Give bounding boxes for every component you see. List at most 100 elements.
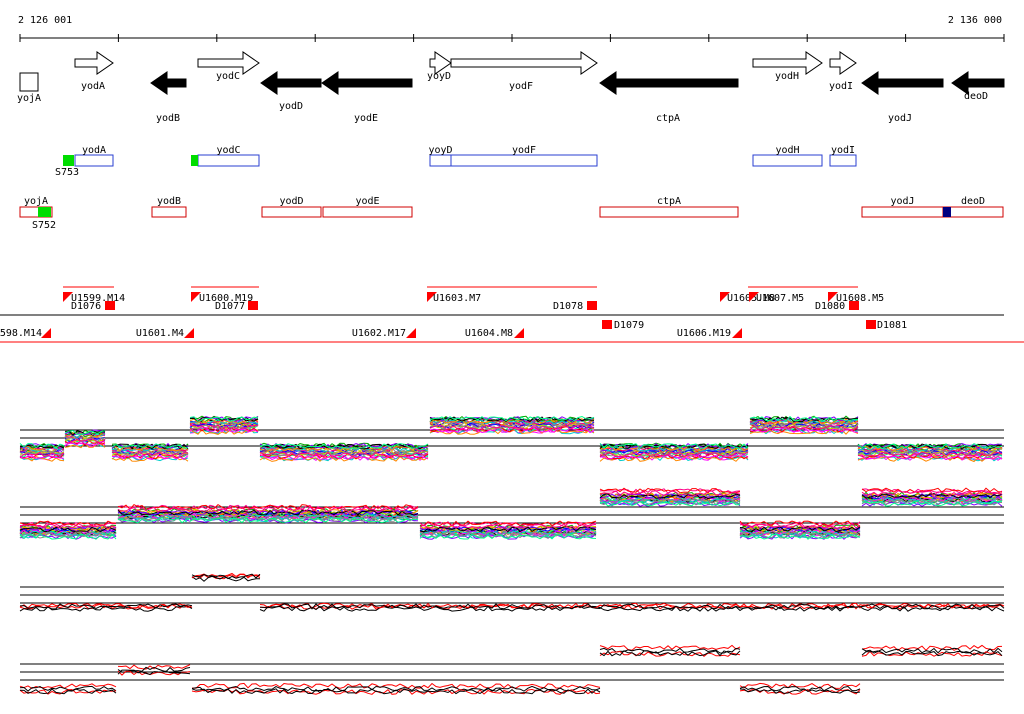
reverse-region-label: yodE xyxy=(355,196,379,207)
forward-region-track: yodA yodC yoyD yodF yodH yodI S753 xyxy=(55,145,857,178)
upstream-feature-flag xyxy=(184,328,194,338)
upstream-feature-flag xyxy=(41,328,51,338)
reverse-region-box xyxy=(942,206,1004,218)
profile-line xyxy=(19,650,1003,695)
forward-region-label: yodF xyxy=(512,145,536,156)
promoter-site-marker xyxy=(63,155,74,166)
profile-line xyxy=(19,644,1003,689)
reverse-region-track: yojA yodB yodD yodE ctpA yodJ deoD S752 xyxy=(19,196,1004,231)
forward-region-label: yodH xyxy=(775,145,799,156)
gene-arrow xyxy=(260,71,322,95)
coordinate-ruler: 2 126 001 2 136 000 xyxy=(18,15,1005,42)
profile-line xyxy=(19,572,1005,609)
feature-label: U1608.M5 xyxy=(836,293,884,304)
reverse-region-box xyxy=(322,206,413,218)
upstream-feature-flag xyxy=(406,328,416,338)
reverse-region-label: yojA xyxy=(24,196,48,207)
feature-label: U1600.M19 xyxy=(199,293,253,304)
feature-label: U1604.M8 xyxy=(465,328,513,339)
profile-line xyxy=(19,500,1003,540)
upstream-feature-flag xyxy=(828,292,838,302)
forward-region-label: yodA xyxy=(82,145,106,156)
gene-arrow xyxy=(861,71,944,95)
upstream-feature-flag xyxy=(63,292,73,302)
feature-label: U1607.M5 xyxy=(756,293,804,304)
expression-profile-tracks xyxy=(19,415,1005,695)
feature-label: U1599.M14 xyxy=(71,293,125,304)
downstream-feature-box xyxy=(587,301,597,310)
promoter-site-marker xyxy=(38,207,51,217)
reverse-region-label: yodJ xyxy=(890,196,914,207)
upstream-feature-flag xyxy=(732,328,742,338)
upstream-feature-flag xyxy=(720,292,730,302)
gene-label: yodH xyxy=(775,71,799,82)
promoter-site-marker xyxy=(191,155,198,166)
profile-line xyxy=(19,647,1003,692)
profile-line xyxy=(19,424,1003,458)
upstream-feature-flag xyxy=(427,292,437,302)
forward-region-label: yoyD xyxy=(428,145,452,156)
downstream-feature-box xyxy=(105,301,115,310)
reverse-region-box xyxy=(151,206,187,218)
feature-label: U1598.M14 xyxy=(0,328,42,339)
downstream-feature-box xyxy=(866,320,876,329)
reverse-region-box xyxy=(261,206,322,218)
upstream-feature-flag xyxy=(191,292,201,302)
forward-region-box xyxy=(197,154,260,167)
reverse-region-label: yodB xyxy=(157,196,181,207)
reverse-region-box xyxy=(861,206,944,218)
gene-label: yojA xyxy=(17,93,41,104)
reverse-region-box xyxy=(19,206,53,218)
site-label: S753 xyxy=(55,167,79,178)
downstream-feature-box xyxy=(849,301,859,310)
gene-label: yodE xyxy=(354,113,378,124)
gene-arrow xyxy=(752,51,823,75)
gene-label: yodF xyxy=(509,81,533,92)
feature-label: D1079 xyxy=(614,320,644,331)
feature-label: U1603.M7 xyxy=(433,293,481,304)
site-label: S752 xyxy=(32,220,56,231)
gene-arrow xyxy=(599,71,739,95)
gene-arrow xyxy=(150,71,187,95)
reverse-region-label: ctpA xyxy=(657,196,681,207)
forward-region-box xyxy=(74,154,114,167)
gene-arrow xyxy=(74,51,114,75)
gene-arrow xyxy=(829,51,857,75)
feature-label: U1602.M17 xyxy=(352,328,406,339)
forward-region-box xyxy=(829,154,857,167)
gene-label: yodJ xyxy=(888,113,912,124)
feature-label: D1081 xyxy=(877,320,907,331)
upstream-feature-flag xyxy=(514,328,524,338)
reverse-region-label: yodD xyxy=(279,196,303,207)
gene-arrow xyxy=(450,51,598,75)
gene-label: deoD xyxy=(964,91,988,102)
profile-line xyxy=(19,490,1003,530)
downstream-feature-box xyxy=(602,320,612,329)
profile-line xyxy=(19,415,1003,449)
profile-line xyxy=(19,650,1003,695)
gene-label: yodI xyxy=(829,81,853,92)
gene-label: yodB xyxy=(156,113,180,124)
forward-region-label: yodC xyxy=(216,145,240,156)
forward-region-label: yodI xyxy=(831,145,855,156)
gene-arrow xyxy=(951,71,1005,95)
ruler-end-label: 2 136 000 xyxy=(948,15,1002,26)
downstream-feature-box xyxy=(248,301,258,310)
gene-label: yoyD xyxy=(427,71,451,82)
forward-region-box xyxy=(450,154,598,167)
forward-region-box xyxy=(429,154,452,167)
gene-label: yodC xyxy=(216,71,240,82)
feature-label: D1078 xyxy=(553,301,583,312)
forward-region-box xyxy=(752,154,823,167)
feature-label: D1077 xyxy=(215,301,245,312)
reverse-region-box xyxy=(599,206,739,218)
feature-label: D1076 xyxy=(71,301,101,312)
upstream-feature-flag xyxy=(749,292,759,302)
gene-arrow xyxy=(429,51,452,75)
gene-arrow xyxy=(321,71,413,95)
gene-label: ctpA xyxy=(656,113,680,124)
feature-label: D1080 xyxy=(815,301,845,312)
gene-label: yodD xyxy=(279,101,303,112)
gene-box xyxy=(19,72,39,92)
